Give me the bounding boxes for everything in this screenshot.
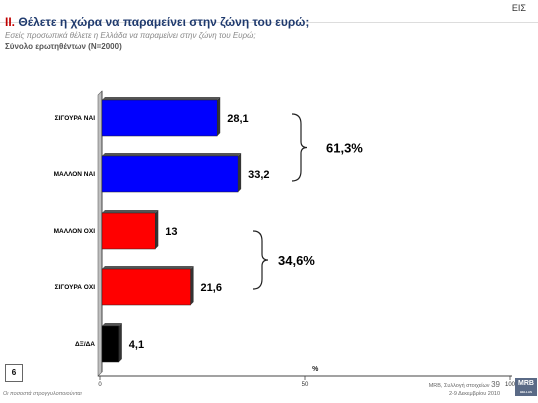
axis-wall [97,90,103,377]
bar-top [102,323,122,326]
group-total-yes: 61,3% [326,141,363,156]
bar [101,268,191,306]
slide-page: 39 [491,380,500,389]
x-tick-label: 0 [98,382,102,388]
bar-depth [155,210,159,249]
bar [101,155,239,193]
footer-dates: 2-9 Δεκεμβρίου 2010 [448,391,500,397]
category-label: ΣΙΓΟΥΡΑ ΟΧΙ [55,284,96,291]
x-tick-label: 50 [302,382,309,388]
bar [101,212,156,250]
group-total-no: 34,6% [278,253,315,268]
category-label: ΣΙΓΟΥΡΑ ΝΑΙ [55,115,96,122]
value-label: 4,1 [129,339,144,351]
bar-depth [118,323,122,362]
page-title: II. Θέλετε η χώρα να παραμείνει στην ζών… [5,15,309,29]
title-number: II. [5,15,16,29]
category-label: ΜΑΛΛΟΝ ΟΧΙ [54,228,96,235]
bar-top [102,210,159,213]
footer-note: Οι ποσοστά στρογγυλοποιούνται [3,391,82,397]
footer-source: MRB, Συλλογή στοιχείων 39 2-9 Δεκεμβρίου… [400,381,500,398]
bar [101,325,120,363]
bar-depth [238,153,242,192]
sample-base: Σύνολο ερωτηθέντων (N=2000) [5,42,122,51]
value-label: 13 [165,226,177,238]
source-text: MRB, Συλλογή στοιχείων [428,383,490,389]
page-number-box: 6 [5,364,23,382]
bar-depth [217,97,221,136]
brace-no [252,230,269,290]
bar-top [102,266,194,269]
brace-yes [291,113,308,182]
value-label: 28,1 [227,113,248,125]
question-subtitle: Εσείς προσωπικά θέλετε η Ελλάδα να παραμ… [5,31,256,40]
value-label: 33,2 [248,169,269,181]
category-label: ΜΑΛΛΟΝ ΝΑΙ [54,171,96,178]
category-label: ΔΞ/ΔΑ [75,341,95,348]
x-tick-label: 100 [505,382,516,388]
bar [101,99,218,137]
title-text: Θέλετε η χώρα να παραμείνει στην ζώνη το… [18,15,310,29]
header-divider [0,22,538,23]
mrb-logo: MRB HELLAS [515,378,537,396]
bar-top [102,97,221,100]
bar-top [102,153,242,156]
x-axis-label: % [312,366,319,373]
bar-depth [190,266,194,305]
top-logo: ΕΙΣ [511,3,526,13]
value-label: 21,6 [201,282,222,294]
